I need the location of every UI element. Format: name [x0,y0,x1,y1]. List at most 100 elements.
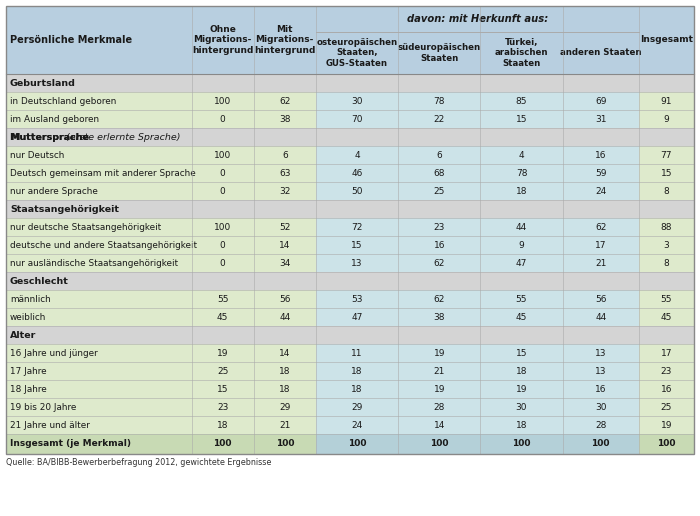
Text: 85: 85 [516,96,527,105]
Text: 100: 100 [214,151,231,159]
Bar [316,434,398,454]
Bar [639,146,694,164]
Bar [253,362,316,380]
Bar [6,74,694,92]
Bar [192,92,253,110]
Text: 100: 100 [657,440,676,448]
Text: 4: 4 [354,151,360,159]
Bar [6,398,192,416]
Text: 62: 62 [595,222,606,232]
Text: 72: 72 [351,222,363,232]
Text: (erste erlernte Sprache): (erste erlernte Sprache) [63,133,181,141]
Text: 19: 19 [516,384,527,394]
Bar [316,236,398,254]
Text: 18: 18 [516,186,527,196]
Bar [398,110,480,128]
Text: Muttersprache: Muttersprache [10,133,89,141]
Bar [6,128,694,146]
Bar [6,92,192,110]
Text: 3: 3 [664,240,669,250]
Bar [639,236,694,254]
Text: 11: 11 [351,348,363,358]
Bar [6,218,192,236]
Bar [253,110,316,128]
Bar [563,110,639,128]
Text: 14: 14 [279,240,290,250]
Text: 23: 23 [433,222,445,232]
Bar [480,164,563,182]
Text: 22: 22 [433,115,445,123]
Bar [639,254,694,272]
Text: Deutsch gemeinsam mit anderer Sprache: Deutsch gemeinsam mit anderer Sprache [10,169,196,178]
Text: 0: 0 [220,186,225,196]
Bar [6,110,192,128]
Bar [398,218,480,236]
Text: 19: 19 [661,421,672,429]
Text: Türkei,
arabischen
Staaten: Türkei, arabischen Staaten [495,38,548,68]
Text: 100: 100 [214,440,232,448]
Bar [192,146,253,164]
Bar [316,254,398,272]
Text: 55: 55 [217,295,228,303]
Bar [639,164,694,182]
Text: 38: 38 [433,313,445,321]
Bar [192,380,253,398]
Text: 45: 45 [661,313,672,321]
Text: 18 Jahre: 18 Jahre [10,384,47,394]
Text: 56: 56 [595,295,606,303]
Bar [480,110,563,128]
Bar [398,308,480,326]
Text: 18: 18 [351,384,363,394]
Bar [563,308,639,326]
Text: 78: 78 [516,169,527,178]
Bar [192,254,253,272]
Text: nur Deutsch: nur Deutsch [10,151,64,159]
Text: 13: 13 [351,259,363,267]
Bar [398,398,480,416]
Text: 9: 9 [664,115,669,123]
Text: 62: 62 [433,259,445,267]
Bar [563,92,639,110]
Bar [316,416,398,434]
Text: in Deutschland geboren: in Deutschland geboren [10,96,116,105]
Text: 18: 18 [516,366,527,376]
Bar [6,164,192,182]
Text: 16: 16 [433,240,445,250]
Bar [316,182,398,200]
Bar [563,344,639,362]
Bar [639,362,694,380]
Text: Quelle: BA/BIBB-Bewerberbefragung 2012, gewichtete Ergebnisse: Quelle: BA/BIBB-Bewerberbefragung 2012, … [6,458,272,467]
Bar [253,164,316,182]
Text: 30: 30 [595,402,606,411]
Bar [639,380,694,398]
Bar [192,164,253,182]
Text: weiblich: weiblich [10,313,46,321]
Bar [639,218,694,236]
Text: Persönliche Merkmale: Persönliche Merkmale [10,35,132,45]
Text: 53: 53 [351,295,363,303]
Text: deutsche und andere Staatsangehörigkeit: deutsche und andere Staatsangehörigkeit [10,240,197,250]
Text: 32: 32 [279,186,290,196]
Text: 59: 59 [595,169,606,178]
Bar [639,290,694,308]
Text: 100: 100 [592,440,610,448]
Bar [480,308,563,326]
Text: 14: 14 [279,348,290,358]
Text: 8: 8 [664,259,669,267]
Bar [480,344,563,362]
Text: 18: 18 [279,384,290,394]
Text: 46: 46 [351,169,363,178]
Text: 15: 15 [661,169,672,178]
Bar [6,380,192,398]
Text: 100: 100 [214,222,231,232]
Bar [316,290,398,308]
Bar [6,182,192,200]
Text: 45: 45 [516,313,527,321]
Bar [192,416,253,434]
Text: Muttersprache: Muttersprache [10,133,92,141]
Text: 17: 17 [595,240,606,250]
Text: 21: 21 [595,259,606,267]
Bar [398,182,480,200]
Bar [398,416,480,434]
Bar [253,218,316,236]
